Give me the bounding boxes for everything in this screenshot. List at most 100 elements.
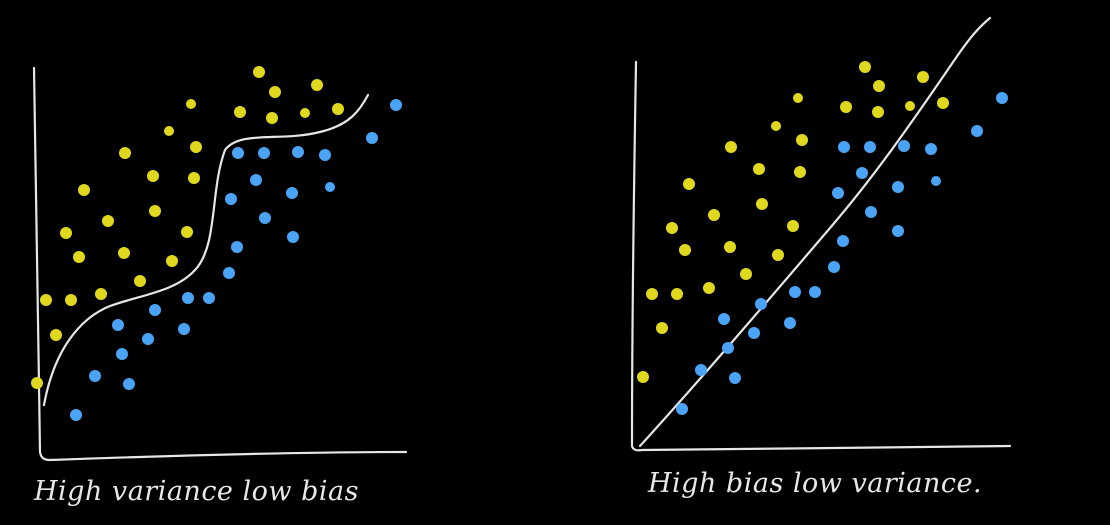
left-yellow-point [134, 275, 146, 287]
right-yellow-point [637, 371, 649, 383]
left-blue-point [142, 333, 154, 345]
left-blue-point [259, 212, 271, 224]
right-yellow-point [683, 178, 695, 190]
right-yellow-point [725, 141, 737, 153]
left-yellow-point [234, 106, 246, 118]
left-blue-point [225, 193, 237, 205]
right-yellow-point [666, 222, 678, 234]
right-blue-point [695, 364, 707, 376]
left-data-points [31, 66, 402, 421]
left-yellow-point [300, 108, 310, 118]
left-blue-point [292, 146, 304, 158]
left-yellow-point [118, 247, 130, 259]
right-caption: High bias low variance. [647, 468, 982, 499]
left-yellow-point [149, 205, 161, 217]
left-decision-boundary [42, 93, 370, 407]
right-blue-point [892, 225, 904, 237]
left-blue-point [223, 267, 235, 279]
left-blue-point [203, 292, 215, 304]
right-blue-point [789, 286, 801, 298]
left-yellow-point [78, 184, 90, 196]
left-blue-point [390, 99, 402, 111]
right-blue-point [931, 176, 941, 186]
right-blue-point [837, 235, 849, 247]
right-blue-point [755, 298, 767, 310]
left-blue-point [250, 174, 262, 186]
left-yellow-point [73, 251, 85, 263]
right-yellow-point [740, 268, 752, 280]
right-blue-point [722, 342, 734, 354]
left-blue-point [325, 182, 335, 192]
left-blue-point [366, 132, 378, 144]
left-blue-point [123, 378, 135, 390]
left-panel: High variance low bias [31, 66, 408, 507]
left-yellow-point [332, 103, 344, 115]
left-yellow-point [253, 66, 265, 78]
right-blue-point [809, 286, 821, 298]
left-yellow-point [266, 112, 278, 124]
left-blue-point [287, 231, 299, 243]
right-yellow-point [793, 93, 803, 103]
right-yellow-point [859, 61, 871, 73]
right-data-points [637, 61, 1008, 415]
right-yellow-point [796, 134, 808, 146]
left-blue-point [112, 319, 124, 331]
left-blue-point [178, 323, 190, 335]
left-blue-point [182, 292, 194, 304]
right-blue-point [971, 125, 983, 137]
right-blue-point [856, 167, 868, 179]
left-blue-point [70, 409, 82, 421]
right-yellow-point [917, 71, 929, 83]
left-yellow-point [119, 147, 131, 159]
right-blue-point [865, 206, 877, 218]
left-yellow-point [60, 227, 72, 239]
left-caption: High variance low bias [33, 476, 359, 507]
right-panel: High bias low variance. [630, 16, 1012, 499]
right-blue-point [828, 261, 840, 273]
right-yellow-point [772, 249, 784, 261]
right-yellow-point [905, 101, 915, 111]
left-blue-point [286, 187, 298, 199]
left-yellow-point [102, 215, 114, 227]
left-blue-point [232, 147, 244, 159]
right-axes [630, 60, 1012, 452]
left-yellow-point [190, 141, 202, 153]
left-axes [32, 66, 408, 462]
left-blue-point [319, 149, 331, 161]
left-yellow-point [311, 79, 323, 91]
right-yellow-point [794, 166, 806, 178]
right-yellow-point [656, 322, 668, 334]
right-blue-point [892, 181, 904, 193]
right-blue-point [832, 187, 844, 199]
right-blue-point [676, 403, 688, 415]
left-yellow-point [95, 288, 107, 300]
left-yellow-point [65, 294, 77, 306]
right-blue-point [864, 141, 876, 153]
right-yellow-point [840, 101, 852, 113]
right-decision-boundary [638, 16, 992, 448]
right-yellow-point [724, 241, 736, 253]
left-yellow-point [40, 294, 52, 306]
right-blue-point [838, 141, 850, 153]
left-blue-point [231, 241, 243, 253]
right-yellow-point [708, 209, 720, 221]
right-yellow-point [671, 288, 683, 300]
right-blue-point [898, 140, 910, 152]
right-blue-point [729, 372, 741, 384]
left-blue-point [89, 370, 101, 382]
left-blue-point [258, 147, 270, 159]
right-yellow-point [787, 220, 799, 232]
right-blue-point [996, 92, 1008, 104]
left-blue-point [149, 304, 161, 316]
right-yellow-point [679, 244, 691, 256]
left-yellow-point [269, 86, 281, 98]
right-yellow-point [771, 121, 781, 131]
left-yellow-point [31, 377, 43, 389]
right-yellow-point [873, 80, 885, 92]
left-yellow-point [147, 170, 159, 182]
right-yellow-point [646, 288, 658, 300]
left-yellow-point [50, 329, 62, 341]
right-blue-point [718, 313, 730, 325]
left-yellow-point [166, 255, 178, 267]
